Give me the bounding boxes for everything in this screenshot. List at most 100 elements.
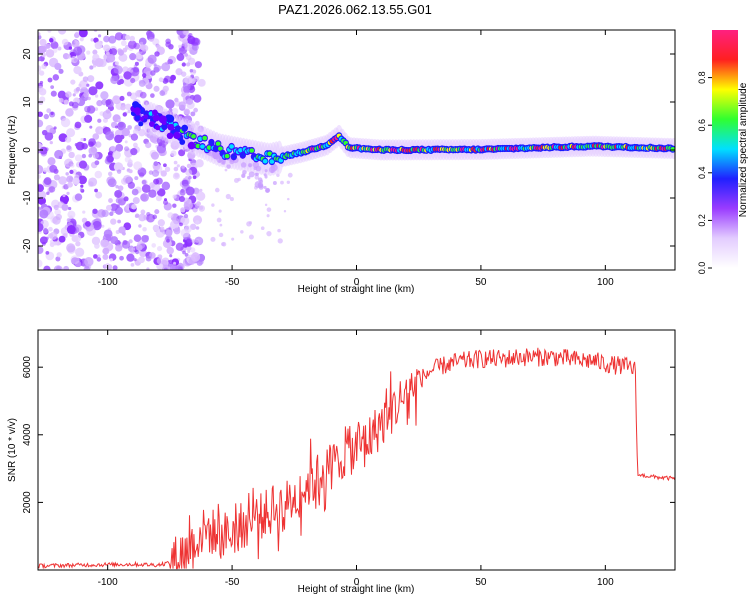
noise-dot — [167, 259, 171, 263]
noise-dot — [66, 243, 76, 253]
noise-dot — [145, 255, 152, 262]
noise-dot — [138, 80, 146, 87]
spectrogram-x-axis: -100 -50 0 50 100 — [98, 30, 614, 288]
noise-dot — [38, 56, 41, 62]
noise-dot — [191, 239, 196, 244]
track-blob — [179, 139, 186, 145]
noise-dot — [193, 94, 202, 103]
noise-dot — [60, 117, 71, 128]
noise-dot — [224, 168, 228, 172]
noise-dot — [130, 67, 140, 77]
noise-dot — [134, 176, 139, 181]
noise-dot — [49, 231, 58, 240]
noise-dot — [126, 253, 135, 262]
noise-dot — [92, 133, 100, 140]
track-core — [269, 159, 275, 164]
noise-dot — [103, 35, 110, 43]
spectrogram-x-tick-label: -100 — [98, 277, 118, 288]
noise-dot — [88, 177, 98, 187]
noise-dot — [110, 203, 118, 211]
noise-dot — [43, 177, 52, 186]
noise-dot — [58, 97, 64, 103]
noise-dot — [88, 86, 98, 96]
noise-dot — [64, 158, 74, 168]
track-core — [267, 151, 273, 156]
track-core — [175, 126, 181, 132]
noise-dot — [53, 174, 60, 181]
noise-dot — [162, 144, 166, 148]
noise-dot — [94, 188, 98, 193]
noise-dot — [113, 162, 124, 172]
noise-dot — [38, 174, 41, 179]
noise-dot — [49, 38, 54, 43]
noise-dot — [150, 151, 160, 160]
noise-dot — [55, 256, 61, 262]
noise-dot — [139, 44, 146, 51]
noise-dot — [150, 93, 155, 98]
noise-dot — [39, 209, 49, 219]
noise-dot — [86, 105, 96, 114]
noise-dot — [129, 35, 135, 42]
noise-dot — [102, 110, 112, 120]
noise-dot — [47, 77, 53, 83]
noise-dot — [66, 145, 72, 151]
noise-dot — [120, 40, 127, 47]
noise-dot — [141, 179, 147, 185]
noise-dot — [127, 159, 133, 165]
noise-dot — [132, 128, 139, 135]
noise-dot — [93, 37, 99, 43]
noise-dot — [49, 164, 58, 173]
noise-dot — [170, 74, 176, 81]
noise-dot — [81, 217, 88, 224]
noise-dot — [122, 174, 132, 184]
noise-dot — [160, 226, 165, 231]
track-tail — [248, 171, 255, 178]
noise-dot — [196, 191, 206, 201]
noise-dot — [124, 103, 132, 111]
noise-dot — [139, 91, 147, 99]
noise-dot — [192, 251, 198, 258]
track-core — [139, 108, 145, 113]
noise-dot — [181, 165, 185, 169]
track-tail — [272, 181, 277, 186]
noise-dot — [166, 238, 170, 243]
noise-dot — [266, 231, 272, 237]
noise-dot — [152, 224, 160, 232]
noise-dot — [86, 50, 91, 55]
noise-dot — [157, 219, 165, 227]
noise-dot — [38, 196, 47, 205]
noise-dot — [216, 217, 222, 223]
noise-dot — [106, 53, 116, 63]
noise-dot — [122, 112, 127, 117]
noise-dot — [83, 138, 87, 142]
noise-dot — [103, 229, 113, 239]
noise-dot — [173, 166, 179, 172]
snr-x-tick-label: 0 — [354, 577, 360, 588]
noise-dot — [158, 77, 164, 83]
colorbar-axis: 0.0 0.2 0.4 0.6 0.8 — [697, 71, 712, 274]
track-tail — [263, 173, 267, 177]
track-tail — [242, 170, 247, 175]
noise-dot — [179, 189, 186, 196]
snr-x-tick-label: 50 — [475, 577, 487, 588]
noise-dot — [187, 34, 192, 39]
noise-dot — [53, 241, 58, 246]
noise-dot — [46, 108, 52, 114]
noise-dot — [110, 236, 119, 244]
noise-dot — [178, 149, 186, 157]
noise-dot — [147, 31, 155, 40]
noise-dot — [164, 75, 172, 83]
noise-dot — [183, 197, 190, 205]
noise-dot — [94, 41, 103, 50]
noise-dot — [264, 203, 268, 207]
noise-dot — [138, 172, 145, 178]
noise-dot — [115, 244, 123, 252]
snr-y-label: SNR (10 * v/v) — [7, 418, 18, 482]
snr-y-tick-label: 2000 — [22, 491, 33, 514]
noise-dot — [47, 157, 56, 166]
noise-dot — [94, 170, 103, 179]
noise-dot — [155, 195, 162, 202]
noise-dot — [154, 51, 160, 57]
noise-dot — [113, 65, 123, 75]
